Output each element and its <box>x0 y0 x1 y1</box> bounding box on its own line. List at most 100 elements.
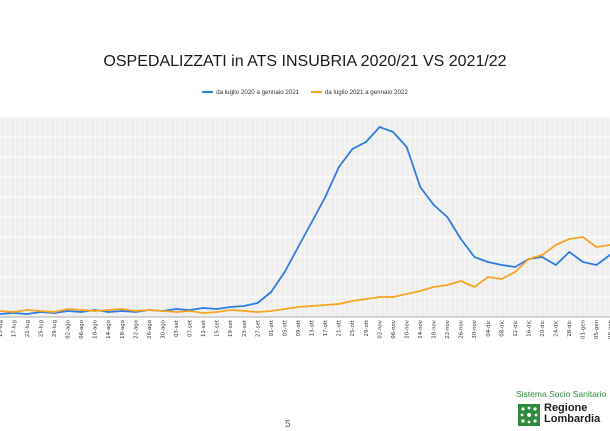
x-tick-label: 20-dic <box>540 320 546 337</box>
x-tick-label: 27-set <box>255 320 261 337</box>
x-tick-label: 06-nov <box>391 319 397 339</box>
x-tick-label: 14-nov <box>418 319 424 339</box>
legend-item-2021: da luglio 2021 a gennaio 2022 <box>310 89 408 96</box>
chart-legend: da luglio 2020 a gennaio 2021 da luglio … <box>0 89 610 96</box>
data-point-0 <box>500 264 503 266</box>
data-point-1 <box>229 309 232 311</box>
data-point-1 <box>351 300 354 302</box>
data-point-0 <box>107 311 110 313</box>
data-point-0 <box>26 313 28 315</box>
x-tick-label: 10-ago <box>93 320 99 339</box>
data-point-1 <box>270 310 272 312</box>
data-point-0 <box>80 311 83 313</box>
data-point-1 <box>243 310 245 312</box>
data-point-1 <box>554 244 557 246</box>
data-point-0 <box>0 313 1 315</box>
brand-title: Sistema Socio Sanitario <box>516 389 607 399</box>
legend-swatch-2020 <box>202 91 214 94</box>
x-tick-label: 21-lug <box>25 320 31 337</box>
data-point-1 <box>473 286 476 288</box>
data-point-1 <box>527 258 530 260</box>
x-tick-label: 25-ott <box>350 320 356 336</box>
data-point-1 <box>66 308 69 310</box>
data-point-1 <box>568 238 571 240</box>
data-point-0 <box>365 141 367 143</box>
data-point-1 <box>26 309 28 311</box>
brand-name-line1: Regione <box>544 402 588 414</box>
data-point-1 <box>514 271 516 273</box>
data-point-1 <box>541 254 544 256</box>
x-axis-ticks: 13-lug 17-lug 21-lug 25-lug 29-lug 02-ago 06-a… <box>0 316 610 339</box>
data-point-0 <box>66 310 69 312</box>
page-number: 5 <box>285 419 291 430</box>
data-point-1 <box>582 236 584 238</box>
data-point-1 <box>148 309 151 311</box>
data-point-0 <box>446 216 449 218</box>
data-point-0 <box>473 256 476 258</box>
data-point-0 <box>243 305 245 307</box>
data-point-0 <box>419 186 422 188</box>
brand-name: Regione Lombardia <box>544 403 600 425</box>
x-tick-label: 15-set <box>215 320 221 337</box>
data-point-1 <box>338 303 340 305</box>
x-tick-label: 29-lug <box>52 320 58 337</box>
regione-lombardia-logo: Sistema Socio Sanitario Regione Lombardi… <box>516 389 610 431</box>
chart-title: OSPEDALIZZATI in ATS INSUBRIA 2020/21 VS… <box>103 53 507 70</box>
data-point-0 <box>432 204 435 206</box>
x-tick-label: 23-set <box>242 320 248 337</box>
x-tick-label: 18-ago <box>120 320 126 339</box>
data-point-1 <box>94 310 96 312</box>
x-tick-label: 18-nov <box>432 319 438 339</box>
data-point-1 <box>202 312 205 314</box>
x-tick-label: 10-nov <box>405 319 411 339</box>
data-point-0 <box>487 261 489 263</box>
data-point-0 <box>554 264 557 266</box>
data-point-1 <box>324 304 327 306</box>
data-point-0 <box>297 246 300 248</box>
data-point-1 <box>378 296 381 298</box>
data-point-0 <box>514 266 516 268</box>
data-point-0 <box>229 306 232 308</box>
data-point-1 <box>365 298 367 300</box>
data-point-1 <box>175 311 178 313</box>
x-tick-label: 19-set <box>228 320 234 337</box>
data-point-0 <box>216 308 218 310</box>
data-point-0 <box>568 251 571 253</box>
data-point-0 <box>582 261 584 263</box>
x-tick-label: 09-ott <box>296 320 302 336</box>
data-point-1 <box>432 286 435 288</box>
data-point-0 <box>121 310 123 312</box>
data-point-1 <box>310 305 313 307</box>
data-point-1 <box>283 308 286 310</box>
legend-item-2020: da luglio 2020 a gennaio 2021 <box>202 89 299 96</box>
data-point-0 <box>202 307 205 309</box>
chart-grid <box>0 116 610 318</box>
x-tick-label: 25-lug <box>39 320 45 337</box>
data-point-1 <box>500 278 503 280</box>
data-point-0 <box>310 221 313 223</box>
data-point-1 <box>107 309 110 311</box>
data-point-0 <box>351 148 354 150</box>
x-tick-label: 26-nov <box>459 319 465 339</box>
data-point-1 <box>595 246 598 248</box>
x-tick-label: 21-ott <box>337 320 343 336</box>
data-point-1 <box>297 306 300 308</box>
data-point-1 <box>446 284 449 286</box>
x-tick-label: 17-ott <box>323 320 329 336</box>
legend-swatch-2021 <box>310 91 322 94</box>
x-tick-label: 24-dic <box>554 320 560 337</box>
x-tick-label: 17-lug <box>11 320 17 337</box>
x-tick-label: 09-gen <box>608 320 610 339</box>
x-tick-label: 02-ago <box>66 320 72 339</box>
x-tick-label: 04-dic <box>486 320 492 337</box>
data-point-1 <box>161 310 164 312</box>
x-tick-label: 12-dic <box>513 320 519 337</box>
x-tick-label: 29-ott <box>364 320 370 336</box>
data-point-1 <box>460 280 462 282</box>
x-tick-label: 08-dic <box>499 320 505 337</box>
x-tick-label: 16-dic <box>527 320 533 337</box>
x-tick-label: 22-ago <box>133 320 139 339</box>
series-line-1 <box>0 236 610 314</box>
data-point-0 <box>392 131 394 133</box>
chart-lines <box>0 126 610 315</box>
